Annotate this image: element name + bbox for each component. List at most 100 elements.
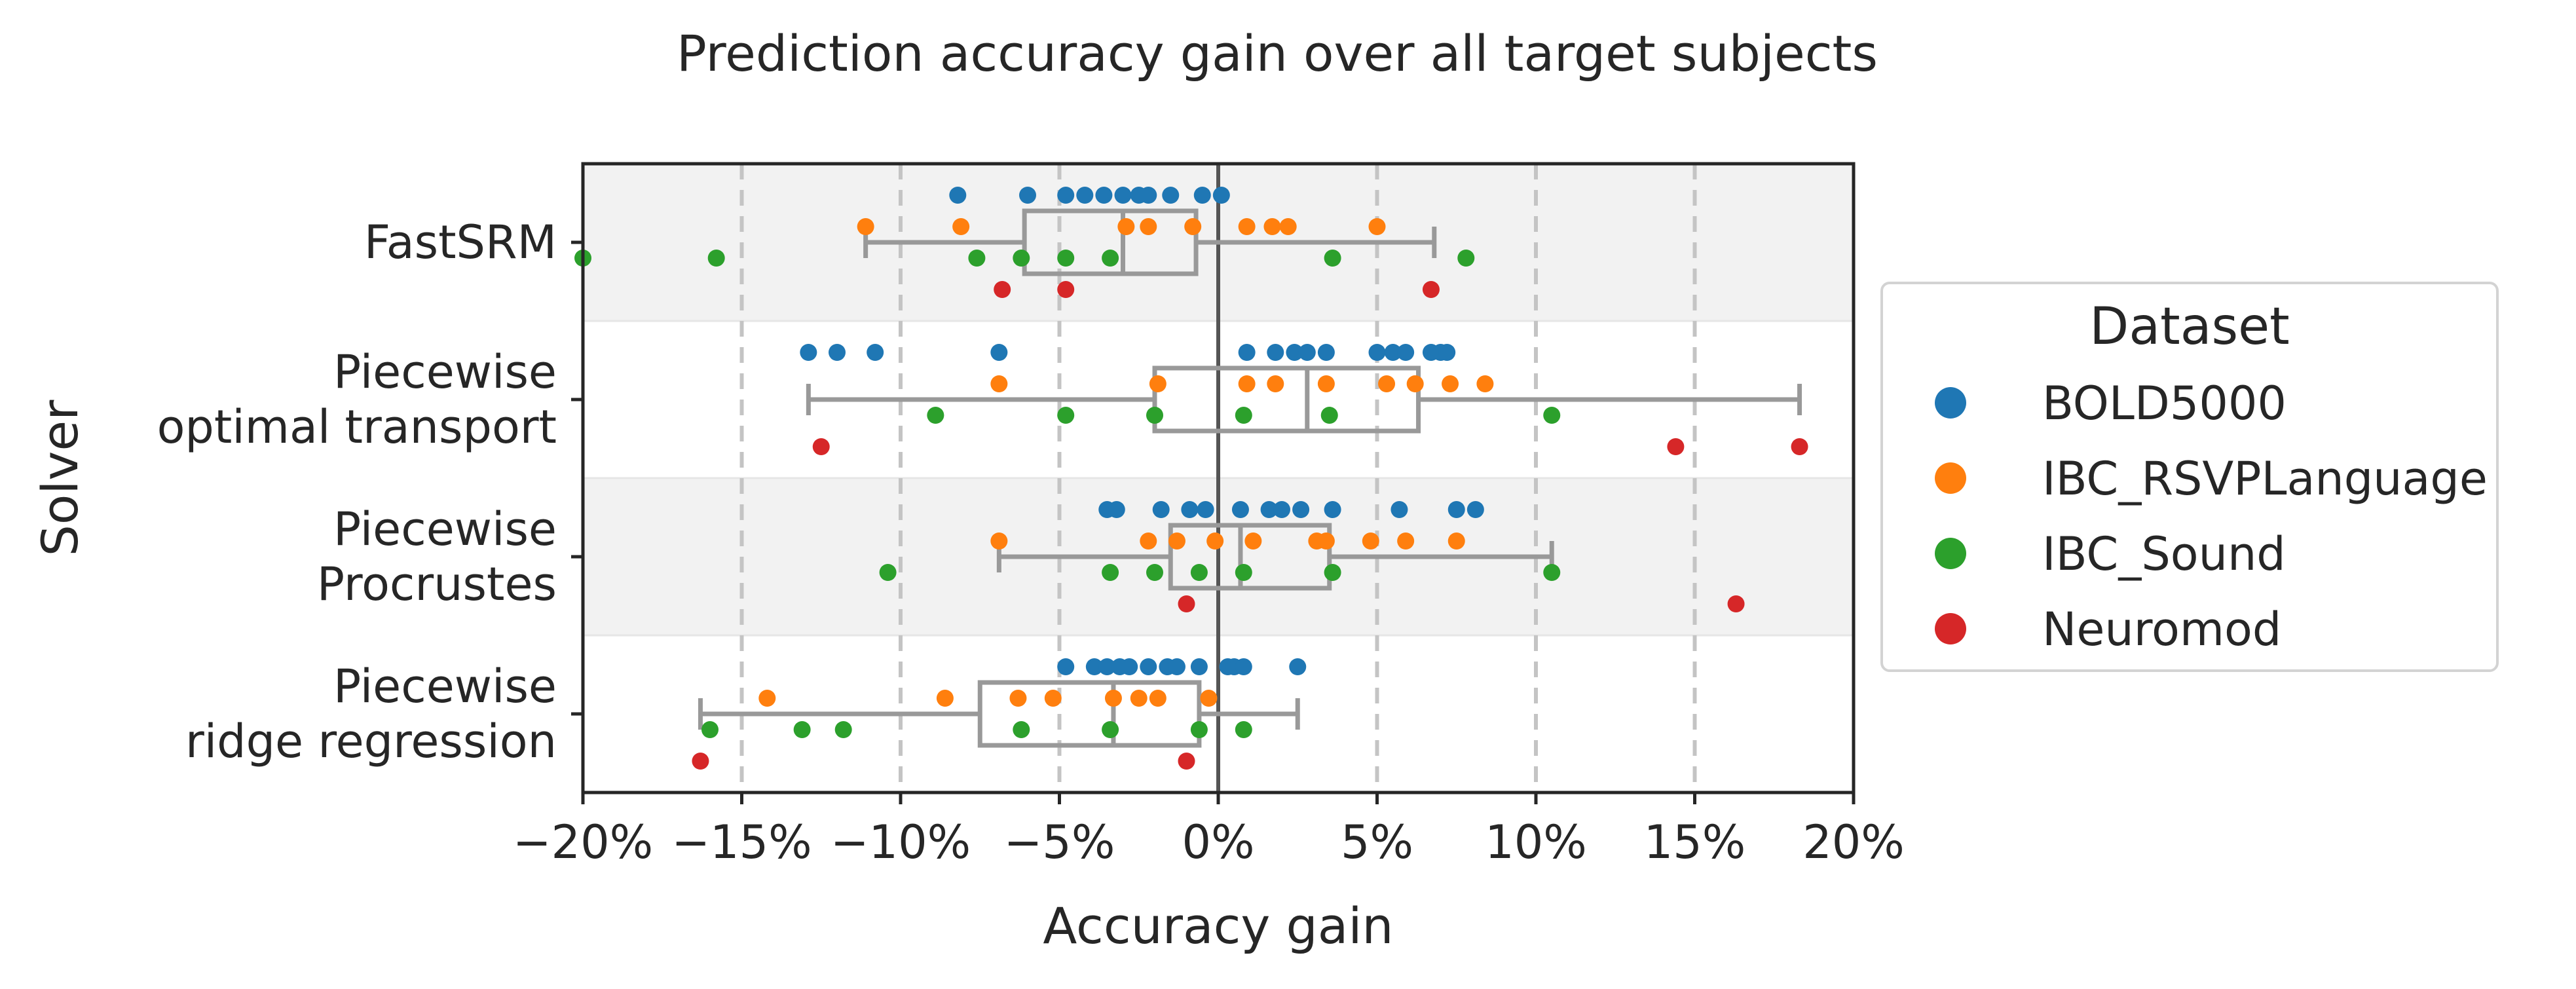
data-point bbox=[1114, 187, 1132, 204]
data-point bbox=[1244, 532, 1262, 550]
data-point bbox=[949, 187, 967, 204]
data-point bbox=[936, 690, 954, 707]
data-points bbox=[574, 187, 1808, 770]
data-point bbox=[1168, 658, 1185, 675]
data-point bbox=[1057, 281, 1075, 298]
x-tick-label: −10% bbox=[831, 815, 971, 869]
data-point bbox=[857, 218, 874, 235]
data-point bbox=[1442, 375, 1459, 392]
y-tick-label: Piecewise ridge regression bbox=[185, 660, 557, 768]
data-point bbox=[812, 438, 830, 455]
grid-lines bbox=[739, 164, 1697, 793]
data-point bbox=[990, 532, 1008, 550]
data-point bbox=[1263, 218, 1281, 235]
x-tick-label: 15% bbox=[1644, 815, 1746, 869]
data-point bbox=[1193, 187, 1211, 204]
y-axis-label: Solver bbox=[31, 400, 89, 557]
data-point bbox=[1212, 187, 1230, 204]
data-point bbox=[1178, 595, 1195, 612]
data-point bbox=[1543, 564, 1561, 581]
data-point bbox=[867, 344, 884, 361]
data-point bbox=[994, 281, 1011, 298]
data-point bbox=[1140, 187, 1157, 204]
data-point bbox=[1190, 564, 1208, 581]
box-iqr bbox=[1022, 208, 1199, 276]
data-point bbox=[1168, 532, 1185, 550]
box-iqr bbox=[1152, 365, 1421, 434]
data-point bbox=[1009, 690, 1027, 707]
legend-marker bbox=[1935, 538, 1966, 569]
data-point bbox=[707, 250, 725, 267]
data-point bbox=[1162, 187, 1180, 204]
data-point bbox=[1543, 407, 1561, 424]
data-point bbox=[1190, 721, 1208, 738]
data-point bbox=[1130, 690, 1148, 707]
x-tick-label: −5% bbox=[1004, 815, 1115, 869]
data-point bbox=[1149, 690, 1167, 707]
data-point bbox=[834, 721, 852, 738]
data-point bbox=[1235, 658, 1252, 675]
data-point bbox=[1235, 564, 1252, 581]
legend-title: Dataset bbox=[2089, 297, 2289, 356]
data-point bbox=[1102, 721, 1119, 738]
data-point bbox=[1438, 344, 1456, 361]
box-iqr bbox=[977, 680, 1202, 748]
data-point bbox=[1238, 344, 1256, 361]
data-point bbox=[1197, 501, 1214, 518]
data-point bbox=[1108, 501, 1125, 518]
data-point bbox=[1238, 375, 1256, 392]
data-point bbox=[1184, 218, 1202, 235]
data-point bbox=[1117, 218, 1135, 235]
data-point bbox=[968, 250, 986, 267]
data-point bbox=[1076, 187, 1094, 204]
data-point bbox=[1667, 438, 1685, 455]
y-tick-label-line: Piecewise bbox=[333, 660, 557, 713]
data-point bbox=[1260, 501, 1278, 518]
y-tick-label-line: optimal transport bbox=[157, 400, 557, 454]
data-point bbox=[1466, 501, 1484, 518]
legend-marker bbox=[1935, 613, 1966, 644]
data-point bbox=[1324, 250, 1341, 267]
data-point bbox=[990, 344, 1008, 361]
data-point bbox=[1324, 564, 1341, 581]
data-point bbox=[800, 344, 817, 361]
data-point bbox=[1378, 375, 1396, 392]
data-point bbox=[701, 721, 719, 738]
data-point bbox=[1391, 501, 1408, 518]
data-point bbox=[1013, 250, 1030, 267]
data-point bbox=[793, 721, 811, 738]
data-point bbox=[1317, 344, 1335, 361]
x-tick-label: −15% bbox=[671, 815, 812, 869]
data-point bbox=[1292, 501, 1310, 518]
data-point bbox=[1238, 218, 1256, 235]
y-tick-label-line: Piecewise bbox=[333, 502, 557, 556]
legend-item: BOLD5000 bbox=[1935, 377, 2287, 430]
data-point bbox=[1273, 501, 1290, 518]
legend-label: BOLD5000 bbox=[2042, 377, 2287, 430]
y-tick-label: Piecewise optimal transport bbox=[157, 345, 557, 454]
data-point bbox=[1104, 690, 1122, 707]
data-point bbox=[1267, 344, 1284, 361]
data-point bbox=[1235, 407, 1252, 424]
data-point bbox=[1146, 407, 1163, 424]
legend-item: IBC_Sound bbox=[1935, 527, 2286, 581]
data-point bbox=[1476, 375, 1494, 392]
data-point bbox=[1406, 375, 1424, 392]
legend: Dataset BOLD5000 IBC_RSVPLanguage IBC_Soun… bbox=[1880, 282, 2499, 672]
data-point bbox=[1190, 658, 1208, 675]
data-point bbox=[1140, 218, 1157, 235]
data-point bbox=[1289, 658, 1307, 675]
y-tick-label-line: ridge regression bbox=[185, 715, 557, 768]
data-point bbox=[1178, 753, 1195, 770]
legend-label: Neuromod bbox=[2042, 603, 2281, 656]
y-tick-label: FastSRM bbox=[364, 215, 557, 269]
legend-label: IBC_RSVPLanguage bbox=[2042, 452, 2488, 506]
legend-items: BOLD5000 IBC_RSVPLanguage IBC_Sound Neuromo… bbox=[1935, 377, 2488, 656]
data-point bbox=[1013, 721, 1030, 738]
data-point bbox=[1095, 187, 1113, 204]
data-point bbox=[1447, 532, 1465, 550]
data-point bbox=[1019, 187, 1036, 204]
y-tick-label-line: FastSRM bbox=[364, 215, 557, 269]
chart-title: Prediction accuracy gain over all target… bbox=[677, 24, 1878, 83]
